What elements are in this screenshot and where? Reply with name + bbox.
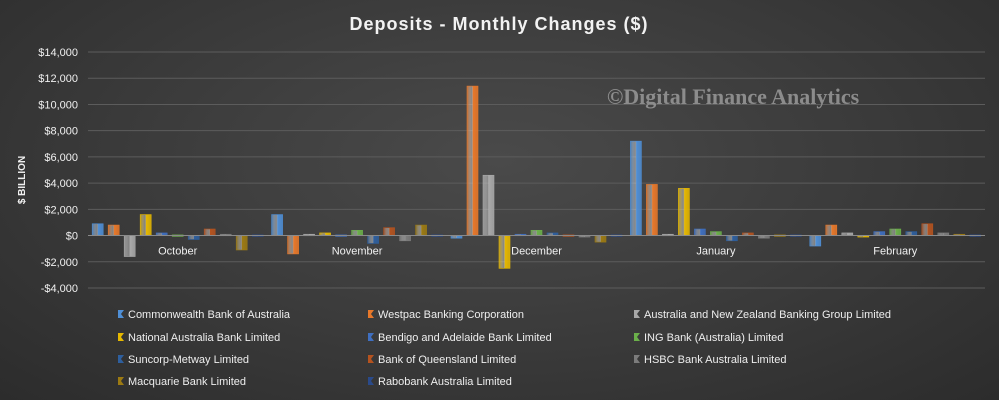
legend-label: Bendigo and Adelaide Bank Limited	[378, 332, 552, 344]
legend-swatch	[118, 310, 124, 318]
y-tick-label: $0	[66, 231, 78, 243]
legend-swatch	[368, 310, 374, 318]
y-tick-layer: -$4,000 -$2,000 $0 $2,000 $4,000 $6,000 $8,000…	[38, 47, 78, 295]
y-tick-label: $12,000	[38, 73, 78, 85]
y-tick-label: $8,000	[44, 126, 78, 138]
bar	[694, 228, 706, 236]
bar	[646, 184, 658, 236]
legend-label: Rabobank Australia Limited	[378, 376, 512, 388]
category-label-layer: October November December January February	[158, 246, 918, 258]
legend-swatch	[368, 333, 374, 341]
legend-label: Bank of Queensland Limited	[378, 354, 516, 366]
bar	[482, 174, 495, 236]
y-tick-label: $4,000	[44, 178, 78, 190]
bar	[187, 235, 200, 240]
legend-label: HSBC Bank Australia Limited	[644, 354, 786, 366]
bar	[921, 223, 934, 236]
watermark: ©Digital Finance Analytics	[607, 84, 860, 109]
bar	[466, 85, 479, 236]
chart-title: Deposits - Monthly Changes ($)	[349, 14, 648, 34]
bar	[399, 235, 411, 242]
y-tick-label: -$2,000	[41, 257, 78, 269]
legend-label: Macquarie Bank Limited	[128, 376, 246, 388]
x-category-label: January	[696, 246, 736, 258]
bar-layer	[88, 85, 985, 269]
bar	[271, 214, 283, 236]
bar	[367, 235, 379, 244]
bar	[809, 235, 822, 247]
legend-label: ING Bank (Australia) Limited	[644, 332, 783, 344]
bar	[710, 231, 722, 236]
legend-swatch	[118, 333, 124, 341]
y-axis-label: $ BILLION	[17, 156, 28, 204]
legend-label: Suncorp-Metway Limited	[128, 354, 249, 366]
legend-label: Westpac Banking Corporation	[378, 309, 524, 321]
bar	[905, 231, 918, 236]
bar	[107, 224, 120, 236]
y-tick-label: -$4,000	[41, 283, 78, 295]
bar	[530, 230, 543, 236]
y-tick-label: $10,000	[38, 99, 78, 111]
bar	[498, 235, 511, 269]
legend-swatch	[118, 355, 124, 363]
legend-swatch	[118, 377, 124, 385]
bar	[594, 235, 607, 243]
x-category-label: October	[158, 246, 197, 258]
bar	[91, 223, 104, 236]
bar	[383, 227, 395, 236]
bar	[873, 231, 886, 236]
bar	[351, 230, 363, 236]
bar	[889, 228, 902, 236]
legend-label: National Australia Bank Limited	[128, 332, 280, 344]
bar	[415, 224, 427, 236]
x-category-label: February	[873, 246, 918, 258]
bar	[825, 224, 838, 236]
bar	[726, 235, 738, 242]
x-category-label: November	[332, 246, 383, 258]
bar	[287, 235, 299, 255]
bar	[678, 188, 690, 236]
legend-swatch	[634, 355, 640, 363]
y-tick-label: $6,000	[44, 152, 78, 164]
legend-swatch	[634, 310, 640, 318]
legend-label: Australia and New Zealand Banking Group …	[644, 309, 891, 321]
bar	[203, 228, 216, 236]
legend: Commonwealth Bank of Australia Westpac Ba…	[118, 309, 891, 388]
legend-swatch	[368, 355, 374, 363]
bar	[139, 214, 152, 236]
bar	[630, 140, 642, 236]
x-category-label: December	[511, 246, 562, 258]
y-tick-label: $2,000	[44, 204, 78, 216]
bar	[123, 235, 136, 257]
legend-label: Commonwealth Bank of Australia	[128, 309, 291, 321]
legend-swatch	[634, 333, 640, 341]
y-tick-label: $14,000	[38, 47, 78, 59]
legend-swatch	[368, 377, 374, 385]
bar	[235, 235, 248, 251]
